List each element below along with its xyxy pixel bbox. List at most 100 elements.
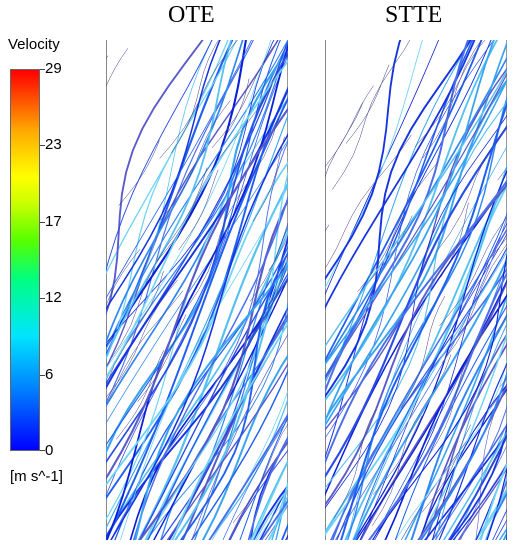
streamline-low-velocity [118, 140, 160, 206]
streamline [106, 41, 288, 408]
streamline [325, 40, 495, 425]
streamline [384, 293, 507, 540]
streamline-low-velocity [435, 125, 507, 253]
streamline [325, 40, 402, 281]
streamline [325, 40, 507, 428]
streamline [325, 40, 440, 296]
streamline [201, 353, 288, 540]
streamline [137, 181, 288, 540]
streamline-low-velocity [159, 40, 238, 159]
streamline [106, 139, 288, 424]
streamline [172, 321, 288, 540]
streamline [106, 40, 229, 275]
streamline-low-velocity [211, 40, 279, 149]
streamline-field-stte [325, 40, 507, 540]
streamline [106, 40, 288, 385]
tick-label-17: 17 [45, 213, 62, 230]
streamline [420, 370, 507, 540]
streamline-low-velocity [325, 134, 412, 269]
streamline [442, 430, 507, 540]
streamline [325, 78, 507, 422]
streamline [106, 42, 288, 540]
streamline [106, 96, 288, 540]
streamline [374, 222, 507, 540]
streamline-low-velocity [422, 40, 482, 159]
streamline-low-velocity [372, 354, 452, 526]
streamline [354, 169, 507, 540]
streamline [160, 272, 288, 540]
streamline [106, 40, 244, 344]
streamline [325, 40, 423, 290]
streamline [191, 333, 288, 540]
streamline [457, 462, 507, 540]
streamline-low-velocity [325, 85, 374, 167]
streamline-low-velocity [137, 314, 187, 402]
streamline-field-ote [106, 40, 288, 540]
streamline-low-velocity [373, 415, 423, 495]
streamline [106, 113, 288, 530]
streamline [181, 312, 288, 540]
streamline [239, 415, 288, 540]
streamline [120, 185, 288, 540]
streamline [449, 421, 507, 540]
streamline [325, 40, 472, 398]
streamline [228, 440, 288, 540]
streamline-low-velocity [369, 215, 413, 282]
panel-title-ote: OTE [168, 2, 215, 28]
streamline [325, 40, 499, 402]
streamline [106, 40, 213, 272]
streamline [147, 276, 288, 540]
streamline [106, 86, 288, 500]
streamline-low-velocity [428, 316, 493, 456]
streamline [355, 279, 507, 540]
streamline-low-velocity [400, 295, 446, 409]
tick-label-29: 29 [45, 60, 62, 77]
streamline-low-velocity [325, 101, 364, 178]
streamline [106, 40, 275, 344]
streamline [325, 40, 476, 310]
streamline [106, 161, 288, 487]
streamline-low-velocity [106, 48, 129, 87]
streamline [325, 40, 472, 384]
legend-unit: [m s^-1] [10, 468, 63, 485]
streamline [336, 246, 507, 540]
velocity-colorbar [10, 69, 40, 451]
streamline [106, 86, 288, 390]
streamline [359, 279, 507, 540]
streamline [222, 418, 288, 540]
streamline [106, 54, 288, 497]
streamline [110, 140, 288, 540]
streamline [106, 235, 288, 539]
streamline [325, 124, 507, 479]
streamline-low-velocity [160, 100, 231, 221]
streamline [400, 384, 507, 540]
streamline-low-velocity [440, 202, 469, 278]
streamline [106, 97, 288, 521]
streamline [106, 40, 233, 361]
legend-title: Velocity [8, 36, 60, 53]
streamline [325, 101, 507, 490]
streamline [419, 342, 507, 540]
streamline [247, 435, 288, 540]
streamline [211, 389, 288, 540]
tick-label-6: 6 [45, 366, 54, 383]
streamline [417, 383, 507, 540]
streamline [347, 145, 507, 540]
streamline-low-velocity [156, 70, 279, 262]
streamline [106, 44, 288, 381]
streamline-low-velocity [106, 290, 184, 405]
streamline [166, 362, 288, 540]
streamline-low-velocity [106, 248, 141, 307]
streamline-low-velocity [106, 167, 208, 365]
streamline-low-velocity [494, 314, 507, 336]
streamline-low-velocity [232, 423, 288, 524]
streamline-low-velocity [249, 222, 288, 302]
streamline [325, 184, 507, 537]
streamline-low-velocity [222, 78, 250, 141]
streamline [325, 40, 495, 439]
streamline [208, 412, 288, 540]
tick-label-12: 12 [45, 289, 62, 306]
streamline-low-velocity [171, 40, 219, 154]
streamline-low-velocity [208, 280, 288, 402]
streamline [353, 212, 507, 540]
